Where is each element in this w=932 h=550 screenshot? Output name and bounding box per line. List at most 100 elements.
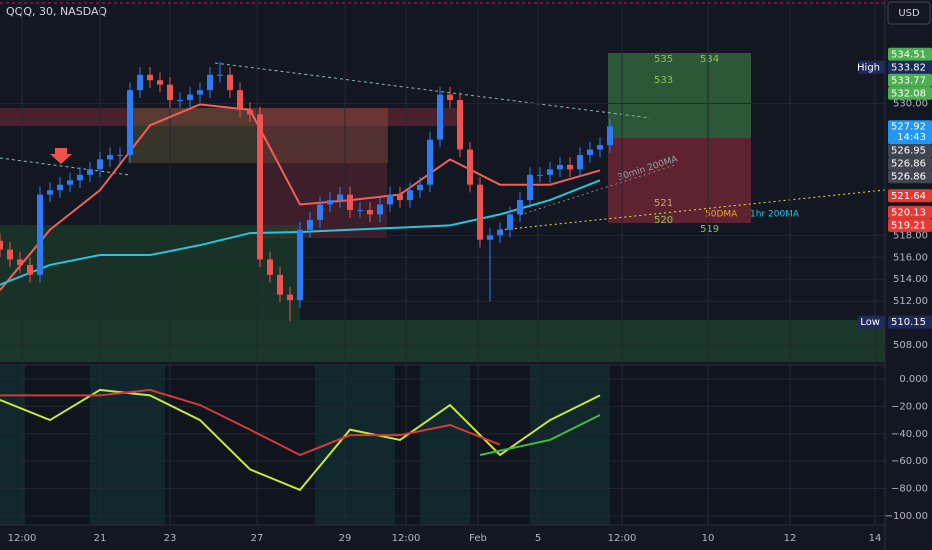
- candle-body: [297, 229, 303, 301]
- price-label: 532.08: [891, 88, 926, 99]
- annotation: 534: [700, 54, 719, 65]
- x-tick-label: 21: [94, 533, 107, 544]
- price-badge: [888, 157, 932, 171]
- x-tick-label: 5: [535, 533, 541, 544]
- candle-body: [467, 149, 473, 185]
- candle-body: [147, 74, 153, 81]
- x-tick-label: 23: [164, 533, 177, 544]
- price-badge: [888, 86, 932, 100]
- zone: [0, 320, 885, 362]
- ma-line: [519, 164, 676, 216]
- price-badge: [888, 218, 932, 232]
- price-label: 527.92: [891, 122, 926, 133]
- y-tick-label: 514.00: [893, 274, 928, 285]
- price-badge: [888, 205, 932, 219]
- zones: [0, 53, 885, 525]
- stop-zone: [608, 138, 751, 223]
- candle-body: [127, 90, 133, 156]
- candle-body: [607, 126, 613, 146]
- candle-body: [367, 209, 373, 215]
- candle-body: [0, 240, 3, 250]
- price-badge: [888, 189, 932, 203]
- candle-body: [77, 174, 83, 181]
- symbol: QQQ, 30, NASDAQ: [6, 5, 107, 18]
- candle-body: [187, 94, 193, 101]
- candle-body: [507, 214, 513, 230]
- x-tick-label: 10: [702, 533, 715, 544]
- annotation: 521: [654, 198, 673, 209]
- candle-body: [557, 164, 563, 170]
- candle-body: [217, 74, 223, 76]
- candle-body: [237, 90, 243, 110]
- osc-zone: [315, 365, 395, 525]
- candle-body: [107, 155, 113, 160]
- candle-body: [597, 145, 603, 150]
- osc-zone: [0, 365, 25, 525]
- candle-body: [537, 174, 543, 176]
- y-tick-label: −20.00: [891, 401, 928, 412]
- candle-body: [547, 169, 553, 175]
- candle-body: [137, 74, 143, 91]
- candle-body: [7, 249, 13, 260]
- candle-body: [417, 184, 423, 191]
- price-badge: [888, 60, 932, 74]
- currency-box[interactable]: [887, 1, 931, 25]
- y-tick-label: 512.00: [893, 296, 928, 307]
- target-zone: [608, 53, 751, 138]
- price-label: 533.82: [891, 62, 926, 73]
- candle-body: [487, 235, 493, 240]
- price-label: 510.15: [891, 317, 926, 328]
- annotation: 50DMA: [705, 210, 738, 220]
- y-tick-label: 530.00: [893, 98, 928, 109]
- price-label: 519.21: [891, 220, 926, 231]
- price-time: 14:43: [897, 132, 926, 143]
- annotation: 1hr 200MA: [750, 210, 800, 220]
- candle-body: [497, 229, 503, 236]
- candle-body: [157, 80, 163, 85]
- candle-body: [27, 264, 33, 275]
- osc-zone: [530, 365, 610, 525]
- y-tick-label: 0.000: [899, 374, 928, 385]
- price-label: 521.64: [891, 191, 926, 202]
- candle-body: [437, 94, 443, 140]
- candle-body: [207, 74, 213, 91]
- osc-zone: [90, 365, 165, 525]
- candle-body: [357, 209, 363, 211]
- moving-average: [0, 103, 601, 291]
- y-tick-label: −40.00: [891, 429, 928, 440]
- currency[interactable]: USD: [898, 8, 920, 19]
- candle-body: [117, 155, 123, 157]
- price-badge: [888, 315, 932, 329]
- oscillator-line: [0, 388, 501, 457]
- candle-body: [387, 194, 393, 205]
- candle-body: [477, 184, 483, 240]
- candle-body: [67, 180, 73, 185]
- y-tick-label: −100.00: [885, 511, 928, 522]
- zone: [0, 225, 300, 320]
- candle-body: [177, 100, 183, 102]
- candle-body: [227, 74, 233, 91]
- price-label: 526.95: [891, 146, 926, 157]
- candle-body: [377, 204, 383, 215]
- candle-body: [277, 274, 283, 295]
- y-tick-label: 516.00: [893, 252, 928, 263]
- candle-body: [457, 100, 463, 150]
- candle-body: [527, 174, 533, 201]
- price-label: 526.86: [891, 172, 926, 183]
- trend-line: [214, 62, 651, 119]
- candle-body: [47, 190, 53, 195]
- candle-body: [517, 200, 523, 215]
- price-label: 520.13: [891, 207, 926, 218]
- price-badge: [888, 170, 932, 184]
- annotation: 533: [654, 75, 673, 86]
- trend-line: [0, 157, 131, 176]
- candle-body: [257, 114, 263, 260]
- annotation: 535: [654, 54, 673, 65]
- annotation: 519: [700, 224, 719, 235]
- candle-body: [267, 259, 273, 275]
- tag-box: [858, 60, 885, 74]
- x-tick-label: 12: [784, 533, 797, 544]
- y-tick-label: 518.00: [893, 230, 928, 241]
- x-tick-label: Feb: [469, 533, 487, 544]
- candle-body: [37, 194, 43, 275]
